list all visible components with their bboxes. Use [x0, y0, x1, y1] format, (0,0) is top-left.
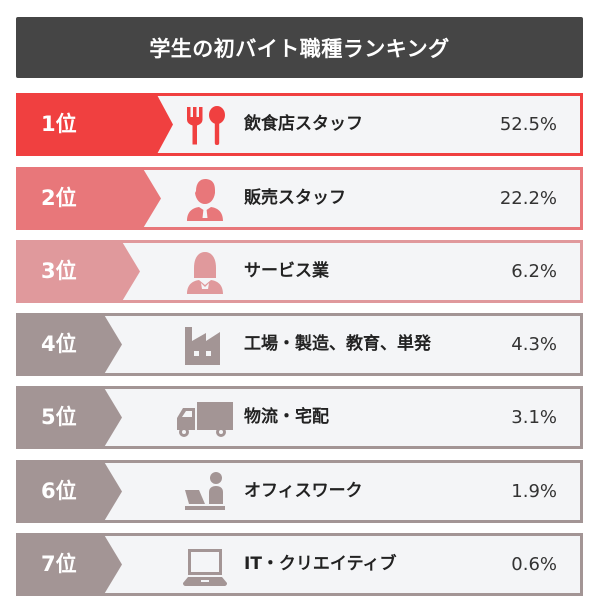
rank-badge	[16, 93, 173, 156]
office-worker-icon	[179, 468, 231, 516]
percent-value: 22.2%	[499, 188, 557, 209]
ranking-row-6: 6位 オフィスワーク 1.9%	[16, 460, 583, 523]
ranking-row-5: 5位 物流・宅配 3.1%	[16, 386, 583, 449]
truck-icon	[174, 394, 236, 442]
rank-label: 5位	[41, 405, 77, 429]
rank-badge	[16, 386, 122, 449]
job-label: サービス業	[244, 261, 329, 281]
job-label: IT・クリエイティブ	[244, 554, 397, 574]
chart-header: 学生の初バイト職種ランキング	[16, 17, 583, 78]
percent-value: 1.9%	[511, 481, 557, 502]
rank-label: 7位	[41, 552, 77, 576]
fork-spoon-icon	[179, 101, 231, 149]
ranking-row-7: 7位 IT・クリエイティブ 0.6%	[16, 533, 583, 596]
businesswoman-icon	[179, 248, 231, 296]
percent-value: 0.6%	[511, 554, 557, 575]
rank-badge	[16, 167, 161, 230]
job-label: 工場・製造、教育、単発	[244, 334, 431, 354]
rank-label: 2位	[41, 186, 77, 210]
job-label: 物流・宅配	[244, 407, 329, 427]
ranking-row-3: 3位 サービス業 6.2%	[16, 240, 583, 303]
rank-label: 6位	[41, 479, 77, 503]
percent-value: 4.3%	[511, 334, 557, 355]
job-label: 販売スタッフ	[244, 188, 346, 208]
rank-label: 1位	[41, 112, 77, 136]
rank-label: 4位	[41, 332, 77, 356]
percent-value: 6.2%	[511, 261, 557, 282]
ranking-row-4: 4位 工場・製造、教育、単発 4.3%	[16, 313, 583, 376]
factory-icon	[179, 321, 231, 369]
rank-label: 3位	[41, 259, 77, 283]
ranking-row-1: 1位 飲食店スタッフ 52.5%	[16, 93, 583, 156]
job-label: 飲食店スタッフ	[244, 114, 363, 134]
ranking-row-2: 2位 販売スタッフ 22.2%	[16, 167, 583, 230]
rank-badge	[16, 313, 122, 376]
businessman-icon	[179, 175, 231, 223]
laptop-icon	[179, 541, 231, 589]
rank-badge	[16, 533, 122, 596]
percent-value: 3.1%	[511, 407, 557, 428]
rank-badge	[16, 460, 122, 523]
chart-title: 学生の初バイト職種ランキング	[149, 36, 450, 61]
rank-badge	[16, 240, 140, 303]
percent-value: 52.5%	[499, 114, 557, 135]
job-label: オフィスワーク	[244, 481, 363, 501]
